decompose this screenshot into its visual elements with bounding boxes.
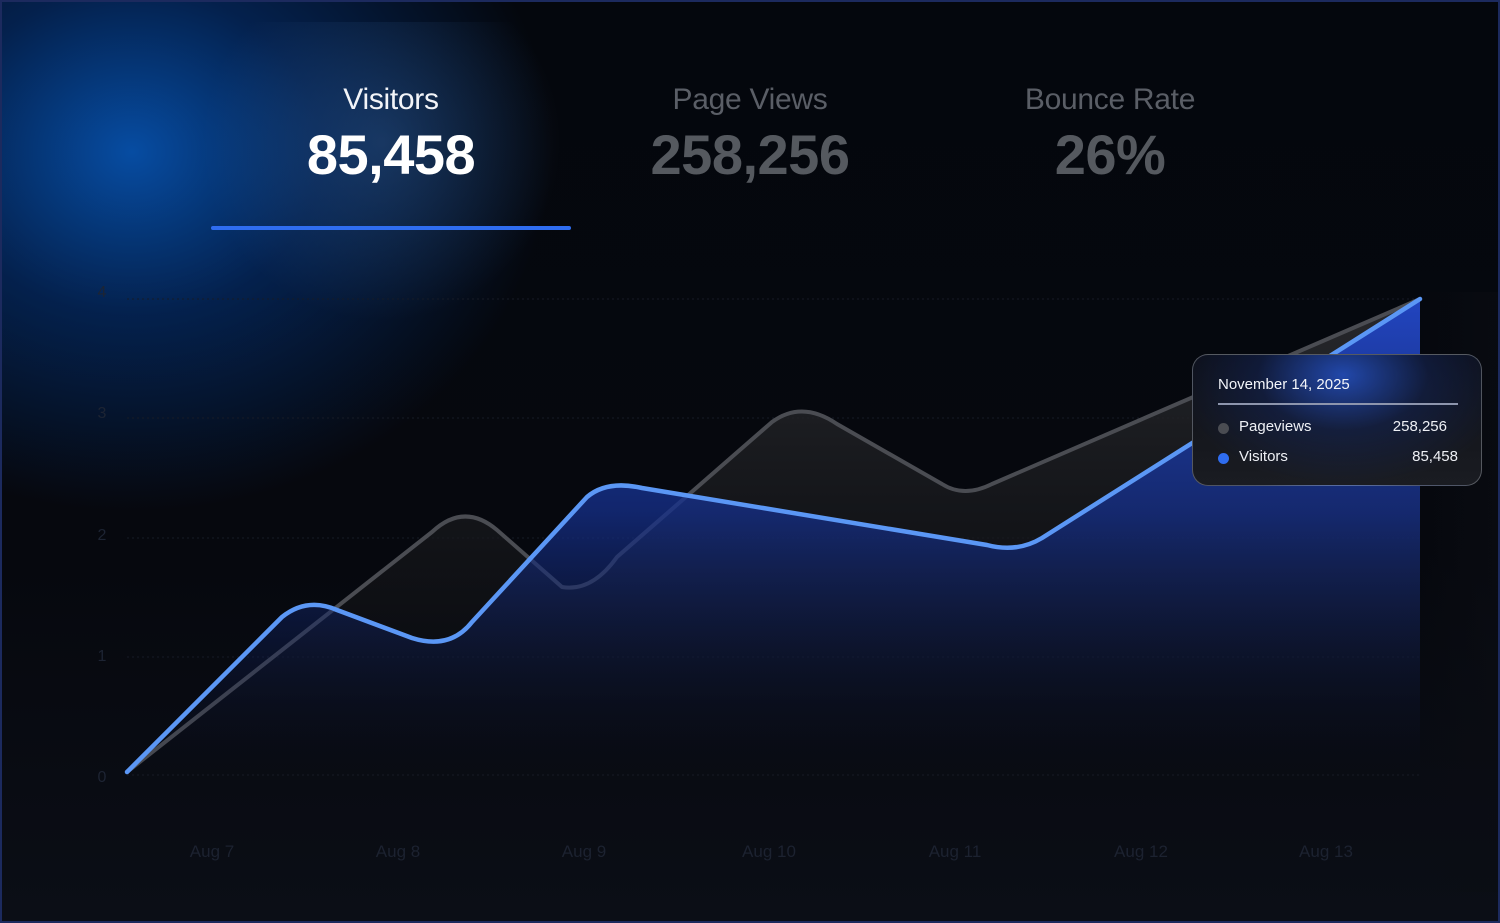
visitors-legend-dot-icon (1218, 453, 1229, 464)
svg-text:4: 4 (98, 284, 107, 301)
svg-text:Aug 11: Aug 11 (929, 842, 982, 861)
y-axis-labels: 4 3 2 1 0 (98, 284, 107, 786)
svg-text:Aug 8: Aug 8 (376, 842, 420, 861)
x-axis-labels: Aug 7 Aug 8 Aug 9 Aug 10 Aug 11 Aug 12 A… (190, 842, 1353, 861)
svg-text:Aug 7: Aug 7 (190, 842, 234, 861)
tooltip-date: November 14, 2025 (1218, 376, 1350, 393)
tooltip-series-name: Pageviews (1239, 418, 1312, 435)
pageviews-legend-dot-icon (1218, 423, 1229, 434)
tab-visitors[interactable]: Visitors 85,458 (211, 80, 571, 230)
visitors-area (127, 299, 1420, 775)
svg-text:Aug 9: Aug 9 (562, 842, 606, 861)
tooltip-row-pageviews: Pageviews 258,256 (1218, 418, 1458, 438)
tab-page-views[interactable]: Page Views 258,256 (570, 80, 930, 190)
stat-label: Visitors (343, 83, 439, 116)
tab-bounce-rate[interactable]: Bounce Rate 26% (930, 80, 1290, 190)
svg-text:0: 0 (98, 769, 107, 786)
visitors-line (124, 296, 1423, 775)
tooltip-series-value: 258,256 (1392, 418, 1447, 435)
active-tab-indicator (211, 226, 571, 230)
stat-value: 85,458 (306, 123, 476, 186)
svg-text:Aug 13: Aug 13 (1299, 842, 1353, 861)
svg-text:3: 3 (98, 405, 107, 422)
svg-text:1: 1 (98, 648, 107, 665)
stat-value: 258,256 (650, 123, 850, 186)
stat-value: 26% (1054, 123, 1166, 186)
stat-label: Bounce Rate (1024, 83, 1196, 116)
svg-text:Aug 12: Aug 12 (1114, 842, 1168, 861)
svg-text:2: 2 (98, 527, 107, 544)
stat-tabs: Visitors 85,458 Page Views 258,256 Bounc… (2, 80, 1498, 240)
tooltip-divider (1218, 403, 1458, 405)
stat-label: Page Views (672, 83, 828, 116)
tooltip-series-value: 85,458 (1412, 448, 1458, 465)
tooltip-row-visitors: Visitors 85,458 (1218, 448, 1458, 468)
svg-text:Aug 10: Aug 10 (742, 842, 796, 861)
tooltip-series-name: Visitors (1239, 448, 1288, 465)
chart-tooltip: November 14, 2025 Pageviews 258,256 Visi… (1192, 354, 1482, 486)
